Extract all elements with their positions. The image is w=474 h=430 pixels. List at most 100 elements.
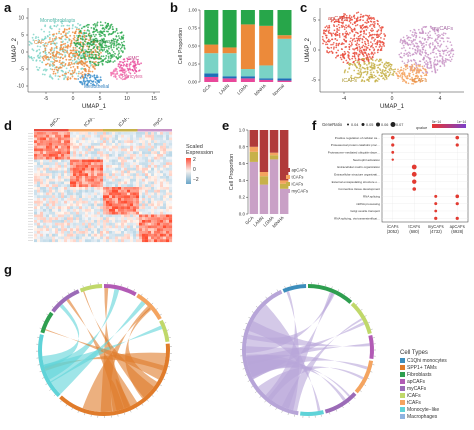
- heatmap-cell: [112, 225, 116, 229]
- heatmap-cell: [127, 145, 131, 149]
- umap-c-point: [374, 42, 377, 45]
- umap-c-point: [356, 24, 359, 26]
- heatmap-cell: [163, 167, 167, 171]
- heatmap-cell: [154, 184, 158, 188]
- heatmap-cell: [40, 187, 44, 190]
- chord-sector: [299, 410, 324, 416]
- heatmap-cell: [97, 214, 101, 218]
- heatmap-cell: [88, 176, 92, 179]
- heatmap-cell: [115, 203, 119, 207]
- umap-a-point: [111, 49, 114, 51]
- umap-a-point: [81, 35, 84, 38]
- umap-a-point: [37, 56, 40, 59]
- umap-c-point: [432, 49, 434, 51]
- umap-a-point: [88, 60, 91, 63]
- cell-type-swatch: [400, 407, 405, 412]
- heatmap-cell: [43, 134, 47, 138]
- heatmap-cell: [121, 236, 125, 240]
- heatmap-cell: [115, 192, 119, 196]
- umap-a-point: [36, 49, 39, 52]
- umap-a-point: [120, 69, 123, 72]
- heatmap-cell: [46, 217, 50, 221]
- heatmap-cell: [76, 209, 80, 212]
- panel-a-label-meso: Mesothelial: [84, 84, 109, 90]
- heatmap-cell: [136, 236, 140, 240]
- umap-c-point: [336, 20, 338, 23]
- heatmap-cell: [37, 200, 41, 204]
- heatmap-cell: [136, 140, 140, 144]
- heatmap-cell: [97, 217, 101, 221]
- umap-c-point: [442, 52, 445, 55]
- umap-a-point: [95, 56, 97, 59]
- heatmap-cell: [76, 195, 80, 199]
- umap-c-point: [340, 24, 343, 27]
- heatmap-cell: [118, 231, 122, 234]
- go-enrichment-dot: [455, 194, 460, 199]
- heatmap-cell: [142, 220, 146, 223]
- umap-a-point: [95, 33, 97, 36]
- umap-a-point: [98, 48, 101, 51]
- umap-c-point: [336, 31, 339, 34]
- heatmap-cell: [94, 132, 98, 135]
- heatmap-cell: [103, 231, 107, 234]
- chord-sector: [40, 311, 54, 334]
- heatmap-cell: [67, 214, 71, 218]
- heatmap-cell: [91, 203, 95, 207]
- heatmap-cell: [151, 211, 155, 215]
- heatmap-cell: [133, 228, 137, 232]
- umap-a-point: [111, 39, 113, 42]
- umap-a-point: [65, 32, 67, 35]
- umap-c-point: [401, 75, 404, 78]
- umap-c-point: [342, 61, 345, 64]
- umap-c-point: [341, 26, 343, 29]
- heatmap-cell: [118, 228, 122, 232]
- umap-c-point: [370, 53, 373, 55]
- heatmap-cell: [100, 132, 104, 135]
- umap-c-point: [450, 49, 453, 51]
- heatmap-cell: [100, 231, 104, 234]
- umap-c-point: [406, 75, 408, 78]
- heatmap-cell: [163, 198, 167, 201]
- heatmap-cell: [34, 170, 38, 174]
- umap-a-point: [99, 21, 102, 24]
- heatmap-cell: [73, 132, 77, 135]
- umap-a-point: [48, 75, 51, 78]
- heatmap-cell: [82, 200, 86, 204]
- heatmap-group-bar: [103, 129, 138, 132]
- heatmap-cell: [58, 137, 62, 141]
- umap-a-point: [44, 52, 47, 55]
- umap-a-point: [45, 69, 47, 72]
- stacked-bar-segment: [259, 10, 274, 26]
- heatmap-cell: [73, 200, 77, 204]
- umap-c-point: [436, 42, 439, 45]
- umap-a-point: [71, 69, 74, 72]
- heatmap-cell: [94, 173, 98, 177]
- heatmap-cell: [133, 156, 137, 160]
- umap-c-point: [441, 56, 444, 58]
- umap-c-point: [333, 29, 336, 32]
- heatmap-cell: [121, 170, 125, 174]
- umap-c-point: [349, 32, 351, 34]
- heatmap-cell: [103, 134, 107, 138]
- heatmap-cell: [61, 209, 65, 212]
- heatmap-cell: [79, 148, 83, 152]
- umap-c-point: [407, 82, 410, 85]
- umap-c-point: [433, 45, 436, 48]
- heatmap-cell: [55, 167, 59, 171]
- heatmap-cell: [160, 189, 164, 193]
- umap-c-point: [373, 24, 376, 27]
- heatmap-cell: [106, 167, 110, 171]
- umap-c-point: [372, 36, 375, 39]
- heatmap-cell: [46, 154, 50, 157]
- heatmap-cell: [82, 159, 86, 163]
- heatmap-cell: [121, 211, 125, 215]
- heatmap-cell: [118, 233, 122, 237]
- heatmap-cell: [82, 209, 86, 212]
- heatmap-cell: [40, 140, 44, 144]
- cell-type-swatch: [400, 365, 405, 370]
- heatmap-cell: [97, 209, 101, 212]
- heatmap-cell: [100, 140, 104, 144]
- umap-c-point: [356, 61, 359, 64]
- heatmap-cell: [103, 200, 107, 204]
- heatmap-cell: [157, 137, 161, 141]
